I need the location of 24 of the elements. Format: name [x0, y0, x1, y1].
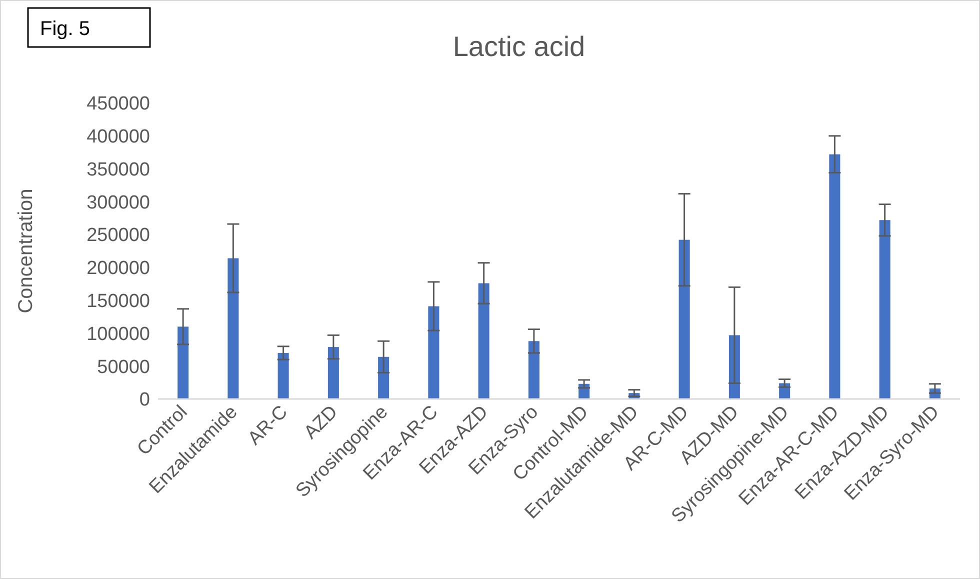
y-tick-label: 50000: [97, 356, 150, 378]
y-tick-label: 250000: [86, 225, 150, 246]
bar: [328, 347, 339, 399]
y-tick-label: 300000: [86, 192, 150, 214]
y-tick-label: 0: [139, 390, 150, 411]
caption: Fig. 5: [40, 18, 90, 40]
y-tick-label: 350000: [86, 159, 150, 180]
bar: [478, 283, 490, 399]
y-tick-label: 200000: [86, 258, 150, 280]
y-tick-label: 450000: [86, 94, 150, 115]
bar: [378, 356, 390, 399]
bar: [879, 220, 890, 399]
chart-title: Lactic acid: [452, 31, 586, 62]
bar: [178, 326, 189, 399]
bar: [829, 154, 840, 399]
bar: [278, 352, 289, 399]
y-tick-label: 100000: [86, 324, 150, 345]
y-axis-title: Concentration: [15, 188, 37, 314]
y-tick-label: 400000: [86, 126, 150, 148]
y-tick-label: 150000: [86, 290, 150, 312]
bar: [528, 341, 540, 399]
bar: [428, 306, 440, 399]
bar: [228, 258, 239, 399]
bar: [678, 240, 690, 399]
